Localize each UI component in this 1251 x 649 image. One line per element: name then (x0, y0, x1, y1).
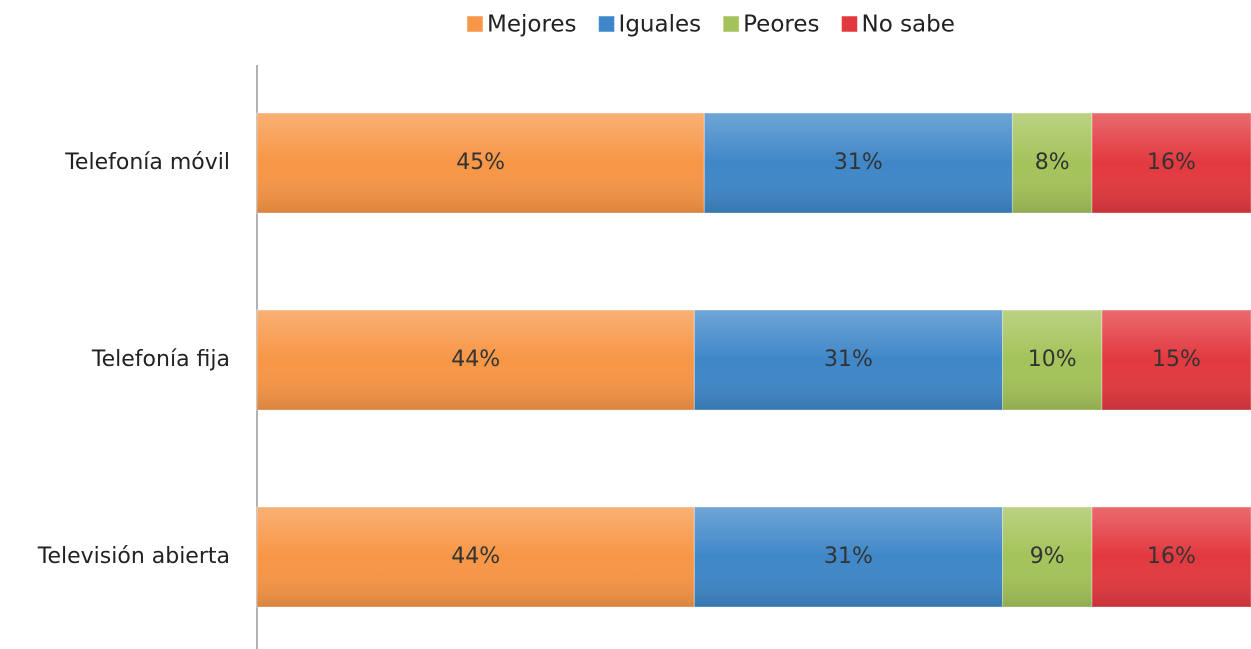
legend-label: Peores (743, 12, 819, 38)
data-label: 10% (1028, 347, 1077, 372)
legend-swatch (466, 15, 484, 33)
data-label: 44% (451, 347, 500, 372)
data-label: 44% (451, 544, 500, 569)
data-label: 9% (1030, 544, 1065, 569)
y-tick-label: Televisión abierta (37, 544, 230, 569)
data-label: 31% (834, 150, 883, 175)
data-label: 16% (1147, 150, 1196, 175)
data-label: 45% (456, 150, 505, 175)
data-label: 8% (1035, 150, 1070, 175)
legend-label: No sabe (861, 12, 954, 38)
legend-swatch (722, 15, 740, 33)
y-tick-label: Telefonía fija (91, 347, 230, 372)
data-label: 31% (824, 347, 873, 372)
data-label: 16% (1147, 544, 1196, 569)
legend-label: Mejores (487, 12, 577, 38)
legend-swatch (840, 15, 858, 33)
legend-label: Iguales (619, 12, 702, 38)
data-label: 15% (1152, 347, 1201, 372)
legend-swatch (598, 15, 616, 33)
y-tick-label: Telefonía móvil (64, 150, 230, 175)
data-label: 31% (824, 544, 873, 569)
